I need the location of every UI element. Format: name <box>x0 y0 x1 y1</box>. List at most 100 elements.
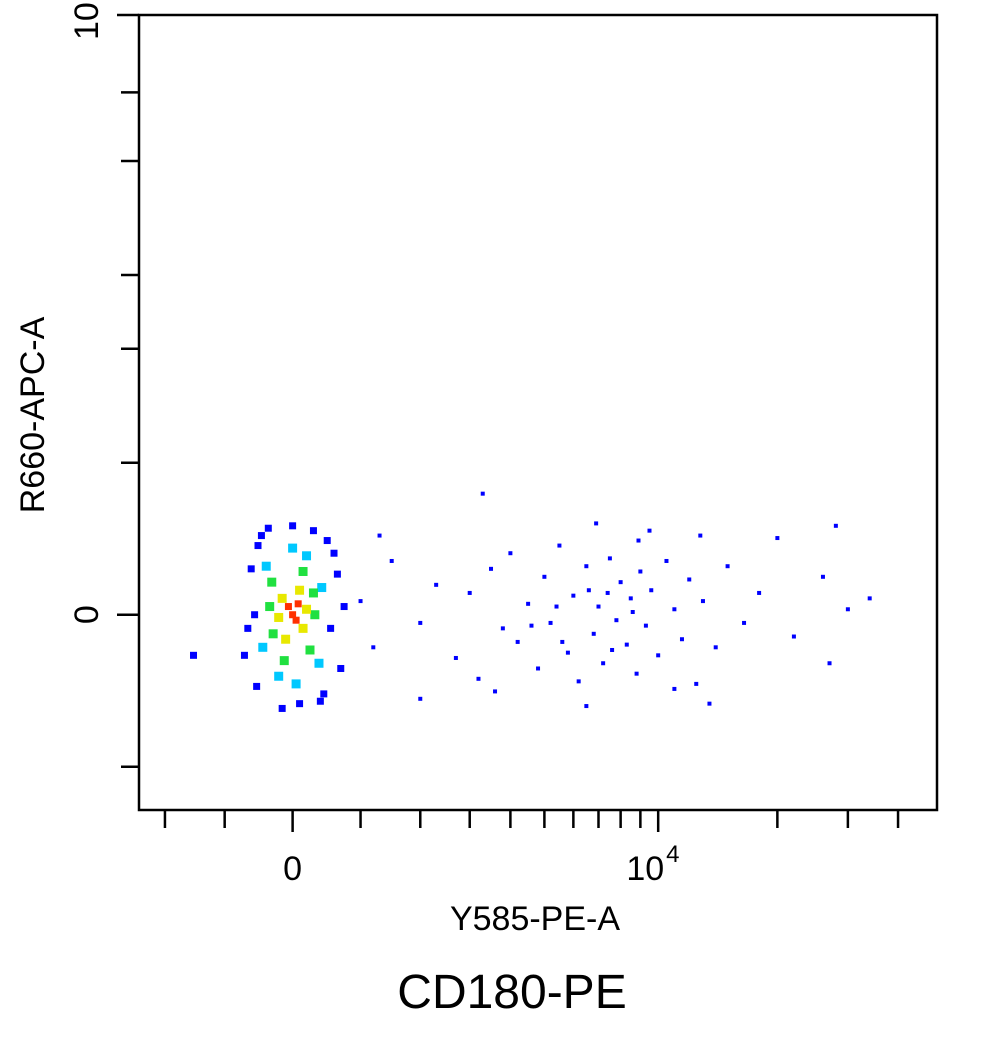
data-point <box>277 593 287 603</box>
y-tick-label: 10 <box>68 2 106 40</box>
data-point <box>308 588 318 598</box>
data-point <box>377 533 382 538</box>
data-point <box>610 647 615 652</box>
data-point <box>679 637 684 642</box>
data-point <box>630 610 635 615</box>
data-point <box>316 697 324 705</box>
data-point <box>418 696 423 701</box>
data-point <box>261 561 271 571</box>
data-point <box>614 618 619 623</box>
data-point <box>672 686 677 691</box>
data-point <box>278 704 286 712</box>
data-point <box>358 599 363 604</box>
data-point <box>605 590 610 595</box>
data-point <box>327 624 335 632</box>
data-point <box>618 580 623 585</box>
data-point <box>309 527 317 535</box>
data-point <box>508 551 513 556</box>
data-point <box>289 522 297 530</box>
data-point <box>305 645 315 655</box>
data-point <box>333 570 341 578</box>
data-point <box>515 639 520 644</box>
data-point <box>323 537 331 545</box>
data-point <box>302 604 312 614</box>
data-point <box>295 585 305 595</box>
data-point <box>584 704 589 709</box>
data-point <box>628 596 633 601</box>
data-point <box>330 549 338 557</box>
data-point <box>647 528 652 533</box>
plot-frame <box>137 13 939 812</box>
data-point <box>244 624 252 632</box>
data-point <box>289 611 297 619</box>
data-point <box>467 590 472 595</box>
data-point <box>489 566 494 571</box>
data-point <box>867 596 872 601</box>
data-point <box>453 655 458 660</box>
data-point <box>274 671 284 681</box>
data-point <box>584 564 589 569</box>
data-point <box>656 653 661 658</box>
data-point <box>340 603 348 611</box>
y-tick-label: 0 <box>68 605 106 624</box>
data-point <box>554 604 559 609</box>
data-point <box>742 620 747 625</box>
data-point <box>698 533 703 538</box>
data-point <box>638 569 643 574</box>
data-point <box>389 558 394 563</box>
data-point <box>264 524 272 532</box>
data-point <box>314 658 324 668</box>
data-point <box>274 612 284 622</box>
data-point <box>700 599 705 604</box>
data-point <box>371 645 376 650</box>
data-point <box>267 577 277 587</box>
data-point <box>576 679 581 684</box>
data-point <box>279 656 289 666</box>
data-point <box>294 600 302 608</box>
data-point <box>845 607 850 612</box>
data-point <box>565 650 570 655</box>
data-point <box>418 620 423 625</box>
data-point <box>596 604 601 609</box>
data-point <box>536 666 541 671</box>
data-point <box>649 588 654 593</box>
data-point <box>298 566 308 576</box>
data-point <box>526 601 531 606</box>
chart-title: CD180-PE <box>397 966 626 1019</box>
data-point <box>281 634 291 644</box>
data-point <box>268 629 278 639</box>
data-point <box>833 523 838 528</box>
data-point <box>591 631 596 636</box>
data-point <box>500 626 505 631</box>
data-point <box>298 623 308 633</box>
data-point <box>557 543 562 548</box>
data-point <box>265 602 275 612</box>
data-point <box>288 543 298 553</box>
data-point <box>664 558 669 563</box>
data-point <box>560 639 565 644</box>
data-point <box>257 532 265 540</box>
data-point <box>291 679 301 689</box>
data-point <box>320 690 328 698</box>
data-point <box>258 642 268 652</box>
data-point <box>634 671 639 676</box>
data-point <box>725 564 730 569</box>
data-point <box>775 536 780 541</box>
data-point <box>337 664 345 672</box>
data-point <box>251 611 259 619</box>
data-point <box>713 645 718 650</box>
x-tick-exponent: 4 <box>666 841 679 868</box>
x-axis-label: Y585-PE-A <box>450 900 620 938</box>
data-point <box>254 542 262 550</box>
data-point <box>296 700 304 708</box>
data-point <box>827 661 832 666</box>
data-point <box>240 651 248 659</box>
data-point <box>529 623 534 628</box>
data-point <box>757 590 762 595</box>
data-point <box>548 620 553 625</box>
data-point <box>672 607 677 612</box>
data-point <box>694 681 699 686</box>
data-point <box>542 574 547 579</box>
data-point <box>607 556 612 561</box>
